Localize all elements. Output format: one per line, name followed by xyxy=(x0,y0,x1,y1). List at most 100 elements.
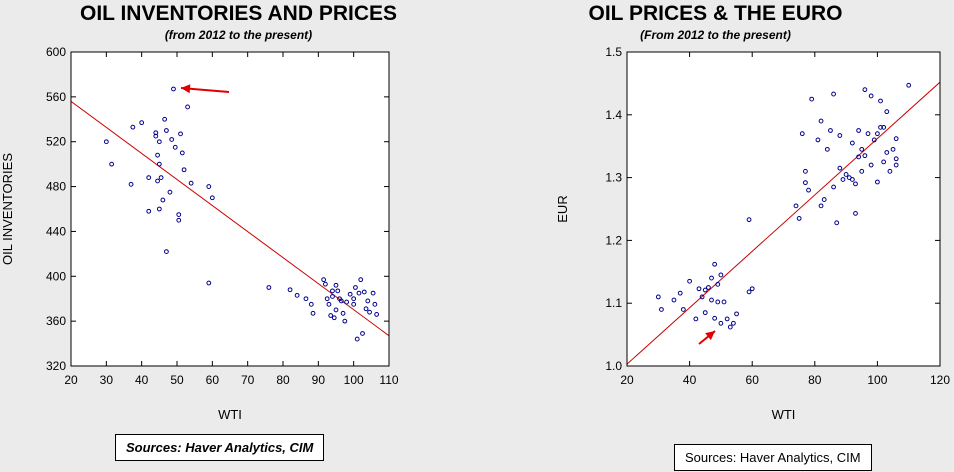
data-point xyxy=(156,206,162,212)
data-point xyxy=(709,275,714,281)
data-point xyxy=(206,184,212,189)
y-tick-label: 1.4 xyxy=(605,108,622,122)
data-point xyxy=(179,150,185,156)
data-point xyxy=(155,178,160,184)
x-tick-label: 40 xyxy=(683,373,697,387)
x-tick-label: 80 xyxy=(276,373,290,387)
x-tick-label: 60 xyxy=(206,373,220,387)
data-point xyxy=(287,287,293,293)
data-point xyxy=(351,301,357,307)
data-point xyxy=(294,292,300,298)
data-point xyxy=(160,197,166,203)
data-point xyxy=(164,249,169,255)
data-point xyxy=(878,124,883,130)
data-point xyxy=(871,137,877,143)
data-point xyxy=(324,296,330,302)
data-point xyxy=(887,168,893,174)
x-tick-label: 20 xyxy=(620,373,634,387)
plot-frame xyxy=(70,51,390,367)
data-point xyxy=(749,286,755,292)
source-box: Sources: Haver Analytics, CIM xyxy=(674,444,872,471)
data-point xyxy=(266,285,272,290)
data-point xyxy=(859,168,865,174)
data-point xyxy=(321,277,327,283)
data-point xyxy=(803,180,808,186)
data-point xyxy=(347,291,353,297)
data-point xyxy=(881,159,887,165)
data-point xyxy=(109,161,115,167)
data-point xyxy=(206,280,212,286)
x-axis-label: WTI xyxy=(772,407,796,422)
data-point xyxy=(821,197,827,202)
x-tick-label: 30 xyxy=(100,373,114,387)
data-point xyxy=(849,177,855,182)
data-point xyxy=(803,168,808,174)
x-axis-label: WTI xyxy=(218,407,242,422)
data-point xyxy=(333,282,339,288)
data-point xyxy=(178,131,183,137)
data-point xyxy=(746,289,752,295)
scatter-plot-inventories: 20 30 40 50 60 70 80 90 100 110 320 360 400 440 480 520… xyxy=(0,45,399,422)
data-point xyxy=(862,87,868,93)
x-tick-label: 100 xyxy=(867,373,887,387)
data-point xyxy=(351,296,357,302)
data-point xyxy=(712,261,718,267)
data-point xyxy=(139,120,145,126)
data-point xyxy=(185,104,191,110)
data-point xyxy=(655,294,661,300)
data-point xyxy=(335,288,341,294)
chart-subtitle: (from 2012 to the present) xyxy=(164,28,313,42)
data-point xyxy=(862,153,868,159)
plot-area xyxy=(627,52,940,366)
data-point xyxy=(103,139,109,145)
chart-title: OIL PRICES & THE EURO xyxy=(588,2,843,25)
y-tick-label: 560 xyxy=(46,90,66,104)
data-point xyxy=(331,315,337,321)
data-point xyxy=(878,98,883,104)
data-point xyxy=(884,109,890,115)
data-point xyxy=(840,177,846,182)
data-point xyxy=(169,137,175,142)
y-tick-label: 1.3 xyxy=(605,171,622,185)
y-tick-label: 480 xyxy=(46,180,66,194)
data-point xyxy=(363,306,369,312)
data-point xyxy=(323,281,328,287)
data-point xyxy=(374,312,380,317)
data-point xyxy=(699,294,705,300)
data-point xyxy=(818,203,824,209)
data-point xyxy=(326,301,332,307)
y-tick-label: 600 xyxy=(46,45,66,59)
data-point xyxy=(837,133,843,138)
regression-line xyxy=(71,100,389,337)
y-tick-label: 400 xyxy=(46,269,66,283)
data-point xyxy=(677,290,683,296)
y-tick-label: 1.1 xyxy=(605,296,622,310)
data-point xyxy=(209,195,215,201)
data-point xyxy=(818,118,824,124)
data-point xyxy=(834,220,840,226)
data-point xyxy=(837,165,843,171)
data-point xyxy=(181,167,187,173)
data-point xyxy=(153,133,159,139)
data-point xyxy=(308,301,314,307)
data-point xyxy=(815,137,821,143)
data-point xyxy=(176,212,182,218)
data-point xyxy=(176,217,182,223)
data-point xyxy=(831,91,836,97)
data-point xyxy=(793,203,799,209)
x-tick-label: 80 xyxy=(808,373,822,387)
data-point xyxy=(865,131,871,137)
scatter-plot-euro: 20 40 60 80 100 120 1.0 1.1 1.2 1.3 1.4 1.5 WTI EUR xyxy=(555,45,950,422)
data-point xyxy=(172,144,178,150)
data-point xyxy=(746,217,752,223)
data-point xyxy=(809,96,815,102)
data-point xyxy=(859,146,865,152)
data-point xyxy=(344,299,350,305)
y-tick-label: 1.2 xyxy=(605,233,622,247)
data-point xyxy=(328,313,334,318)
data-point xyxy=(372,301,378,307)
data-point xyxy=(724,316,730,322)
data-point xyxy=(705,285,711,290)
data-point xyxy=(828,128,833,133)
data-point xyxy=(718,320,724,326)
